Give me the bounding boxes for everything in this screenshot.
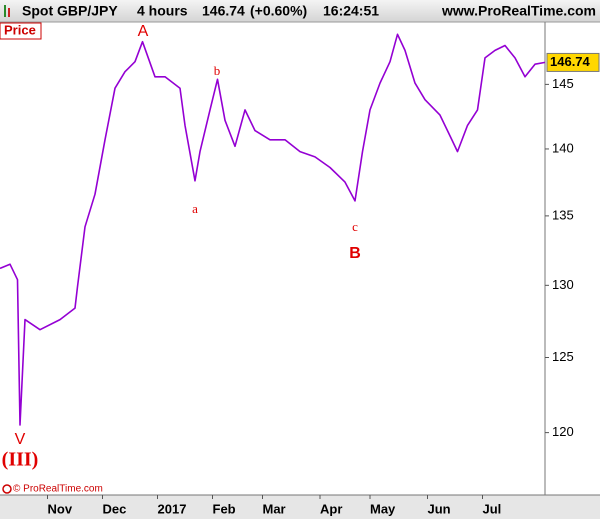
instrument: Spot GBP/JPY xyxy=(22,3,118,19)
header-icon xyxy=(4,5,6,17)
wave-label: b xyxy=(214,63,221,78)
y-tick-label: 120 xyxy=(552,424,574,439)
timeframe: 4 hours xyxy=(137,3,188,19)
header-bar xyxy=(0,0,600,22)
x-tick-label: May xyxy=(370,501,396,516)
y-tick-label: 140 xyxy=(552,140,574,155)
y-tick-label: 145 xyxy=(552,76,574,91)
site: www.ProRealTime.com xyxy=(441,3,596,19)
x-tick-label: Nov xyxy=(48,501,73,516)
change: (+0.60%) xyxy=(250,3,307,19)
copyright: © ProRealTime.com xyxy=(13,484,103,495)
panel-label: Price xyxy=(4,22,36,37)
x-tick-label: Feb xyxy=(213,501,236,516)
wave-label: V xyxy=(15,431,26,448)
x-tick-label: Jun xyxy=(428,501,451,516)
x-axis-band xyxy=(0,495,600,519)
last-price-box xyxy=(546,52,600,72)
x-tick-label: Mar xyxy=(263,501,286,516)
x-tick-label: 2017 xyxy=(158,501,187,516)
y-tick-label: 125 xyxy=(552,349,574,364)
price-line xyxy=(0,33,546,426)
time: 16:24:51 xyxy=(323,3,379,19)
x-tick-label: Apr xyxy=(320,501,342,516)
copyright-icon xyxy=(2,484,12,494)
header-icon xyxy=(8,8,10,17)
wave-label: B xyxy=(349,245,361,262)
wave-label: A xyxy=(138,23,149,40)
x-tick-label: Dec xyxy=(103,501,127,516)
panel-label-box xyxy=(0,22,42,40)
header-price: 146.74 xyxy=(202,3,245,19)
last-price: 146.74 xyxy=(550,54,591,69)
wave-label: c xyxy=(352,219,358,234)
y-tick-label: 130 xyxy=(552,277,574,292)
wave-label: a xyxy=(192,201,198,216)
wave-label: (III) xyxy=(2,449,39,471)
y-tick-label: 135 xyxy=(552,207,574,222)
x-tick-label: Jul xyxy=(483,501,502,516)
